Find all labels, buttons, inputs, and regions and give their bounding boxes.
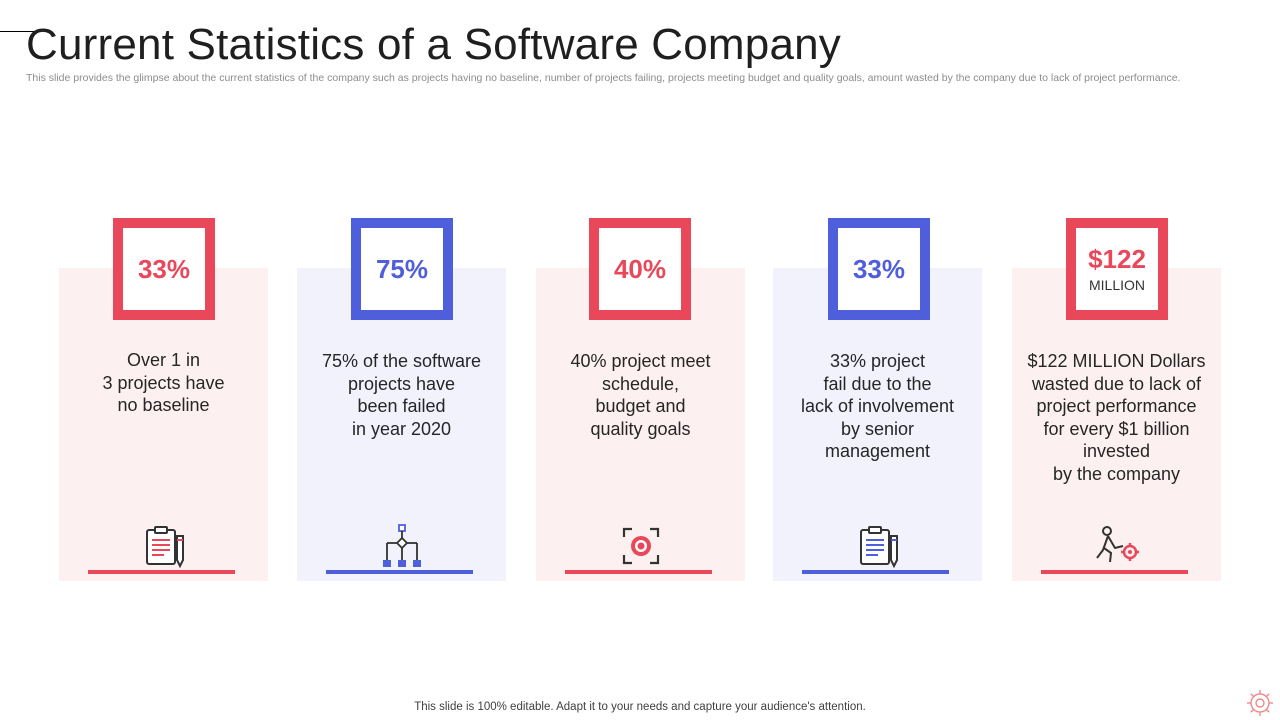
- clipboard-pencil-icon: [145, 526, 184, 569]
- stat-badge-5: $122 MILLION: [1066, 218, 1168, 320]
- stat-card-3: 40% project meet schedule, budget and qu…: [536, 268, 745, 581]
- stat-description: 40% project meet schedule, budget and qu…: [570, 351, 711, 439]
- card-underline: [565, 570, 712, 574]
- stat-description: 33% project fail due to the lack of invo…: [800, 351, 955, 461]
- gear-logo-icon: [1247, 690, 1273, 716]
- stat-badge-3: 40%: [589, 218, 691, 320]
- person-pushing-gear-icon: [1095, 526, 1139, 563]
- stat-card-2: 75% of the software projects have been f…: [297, 268, 506, 581]
- top-accent-line: [0, 31, 38, 32]
- stat-description: $122 MILLION Dollars wasted due to lack …: [1027, 351, 1206, 484]
- stat-value: 40%: [613, 254, 667, 284]
- stat-badge-1: 33%: [113, 218, 215, 320]
- stat-value: $122: [1088, 244, 1146, 274]
- stat-description: Over 1 in 3 projects have no baseline: [102, 350, 225, 415]
- stat-badge-4: 33%: [828, 218, 930, 320]
- stat-description: 75% of the software projects have been f…: [321, 351, 482, 439]
- slide-title: Current Statistics of a Software Company: [26, 20, 841, 69]
- card-underline: [802, 570, 949, 574]
- slide-subtitle: This slide provides the glimpse about th…: [26, 72, 1181, 84]
- clipboard-pencil-icon: [859, 526, 898, 569]
- stat-value: 33%: [137, 254, 191, 284]
- stat-badge-2: 75%: [351, 218, 453, 320]
- stat-value: 33%: [852, 254, 906, 284]
- card-underline: [1041, 570, 1188, 574]
- card-underline: [326, 570, 473, 574]
- stat-card-5: $122 MILLION Dollars wasted due to lack …: [1012, 268, 1221, 581]
- target-focus-icon: [622, 527, 659, 565]
- hierarchy-flowchart-icon: [382, 524, 421, 567]
- stat-value: 75%: [375, 254, 429, 284]
- stat-card-4: 33% project fail due to the lack of invo…: [773, 268, 982, 581]
- footer-note: This slide is 100% editable. Adapt it to…: [414, 701, 866, 713]
- stat-unit: MILLION: [1088, 277, 1145, 293]
- stat-card-1: Over 1 in 3 projects have no baseline: [59, 268, 268, 581]
- card-underline: [88, 570, 235, 574]
